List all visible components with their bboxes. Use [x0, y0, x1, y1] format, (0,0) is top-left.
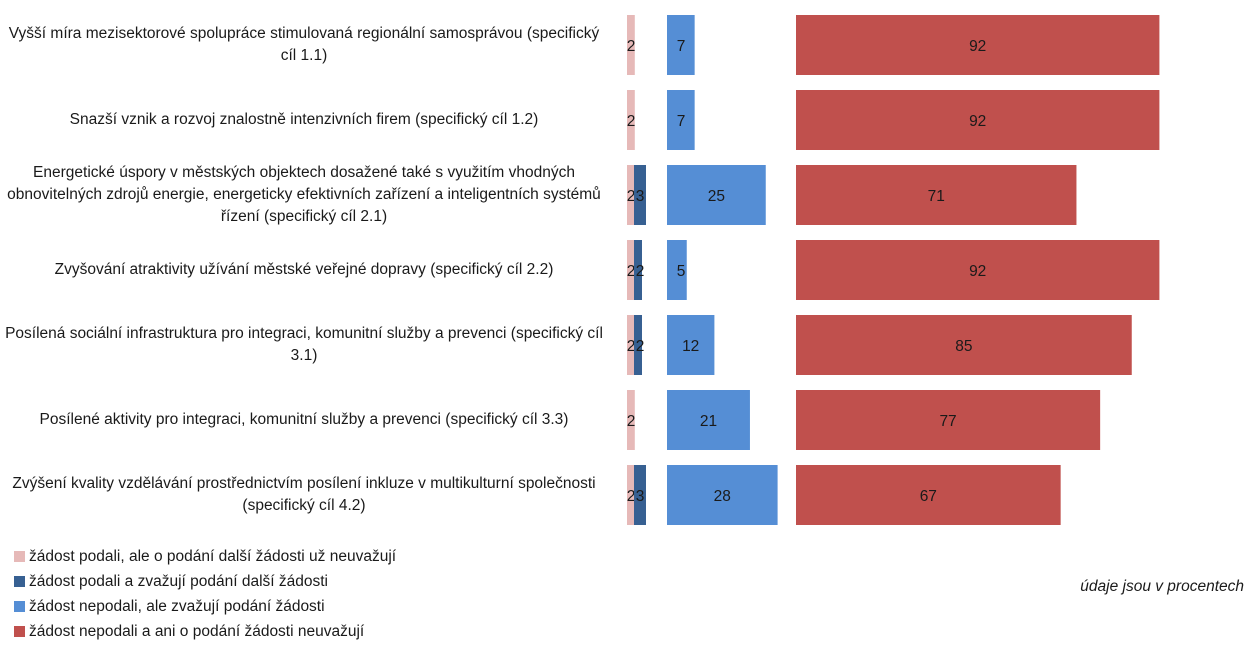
legend: žádost podali, ale o podání další žádost… — [14, 544, 396, 644]
legend-swatch — [14, 576, 25, 587]
bar — [627, 165, 635, 225]
legend-item: žádost nepodali a ani o podání žádosti n… — [14, 619, 396, 644]
bar — [634, 315, 642, 375]
category-label: Energetické úspory v městských objektech… — [7, 164, 601, 225]
bar — [627, 240, 635, 300]
bar — [627, 15, 635, 75]
bar — [796, 390, 1101, 450]
legend-item: žádost podali, ale o podání další žádost… — [14, 544, 396, 569]
data-label: 3 — [636, 488, 645, 505]
bar — [667, 315, 715, 375]
data-label: 2 — [627, 338, 636, 355]
data-label: 2 — [627, 113, 636, 130]
legend-swatch — [14, 626, 25, 637]
data-label: 2 — [627, 488, 636, 505]
bar — [627, 90, 635, 150]
bar — [627, 390, 635, 450]
data-label: 67 — [920, 488, 937, 505]
data-label: 3 — [636, 188, 645, 205]
data-label: 2 — [636, 338, 645, 355]
data-label: 2 — [627, 413, 636, 430]
data-label: 2 — [627, 263, 636, 280]
data-label: 71 — [928, 188, 945, 205]
category-label: Posílená sociální infrastruktura pro int… — [5, 325, 603, 364]
legend-item: žádost podali a zvažují podání další žád… — [14, 569, 396, 594]
category-label: Zvýšení kvality vzdělávání prostřednictv… — [12, 475, 596, 514]
bar — [796, 165, 1077, 225]
data-label: 2 — [636, 263, 645, 280]
legend-label: žádost nepodali, ale zvažují podání žádo… — [29, 597, 325, 615]
bar — [634, 165, 646, 225]
data-label: 5 — [677, 263, 686, 280]
bar — [634, 240, 642, 300]
data-label: 21 — [700, 413, 717, 430]
legend-swatch — [14, 551, 25, 562]
data-label: 85 — [955, 338, 972, 355]
bar — [667, 465, 778, 525]
bar — [627, 465, 635, 525]
bar — [796, 90, 1160, 150]
data-label: 28 — [714, 488, 731, 505]
unit-note: údaje jsou v procentech — [1080, 578, 1244, 595]
category-label: Posílené aktivity pro integraci, komunit… — [39, 411, 569, 428]
data-label: 92 — [969, 263, 986, 280]
bar — [667, 165, 766, 225]
bar — [667, 390, 750, 450]
legend-label: žádost nepodali a ani o podání žádosti n… — [29, 622, 365, 640]
bar — [796, 465, 1061, 525]
bar — [667, 240, 687, 300]
bar — [634, 465, 646, 525]
category-label: Zvyšování atraktivity užívání městské ve… — [54, 261, 554, 278]
data-label: 12 — [682, 338, 699, 355]
data-label: 2 — [627, 188, 636, 205]
data-label: 92 — [969, 38, 986, 55]
data-label: 92 — [969, 113, 986, 130]
data-label: 25 — [708, 188, 725, 205]
bar — [627, 315, 635, 375]
legend-label: žádost podali, ale o podání další žádost… — [29, 547, 397, 565]
legend-label: žádost podali a zvažují podání další žád… — [29, 572, 328, 590]
bar — [796, 15, 1160, 75]
data-label: 7 — [677, 38, 686, 55]
data-label: 77 — [939, 413, 956, 430]
bar — [667, 90, 695, 150]
data-label: 7 — [677, 113, 686, 130]
legend-swatch — [14, 601, 25, 612]
legend-item: žádost nepodali, ale zvažují podání žádo… — [14, 594, 396, 619]
bar — [796, 240, 1160, 300]
data-label: 2 — [627, 38, 636, 55]
category-label: Vyšší míra mezisektorové spolupráce stim… — [8, 25, 600, 64]
category-label: Snazší vznik a rozvoj znalostně intenziv… — [69, 111, 539, 128]
bar — [667, 15, 695, 75]
bar — [796, 315, 1132, 375]
